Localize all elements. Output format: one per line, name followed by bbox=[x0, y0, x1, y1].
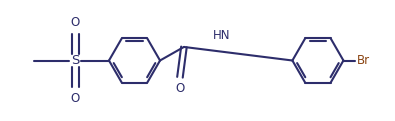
Text: O: O bbox=[71, 16, 80, 29]
Text: O: O bbox=[175, 82, 184, 95]
Text: S: S bbox=[71, 54, 80, 67]
Text: Br: Br bbox=[357, 54, 370, 67]
Text: HN: HN bbox=[213, 29, 231, 42]
Text: O: O bbox=[71, 92, 80, 105]
